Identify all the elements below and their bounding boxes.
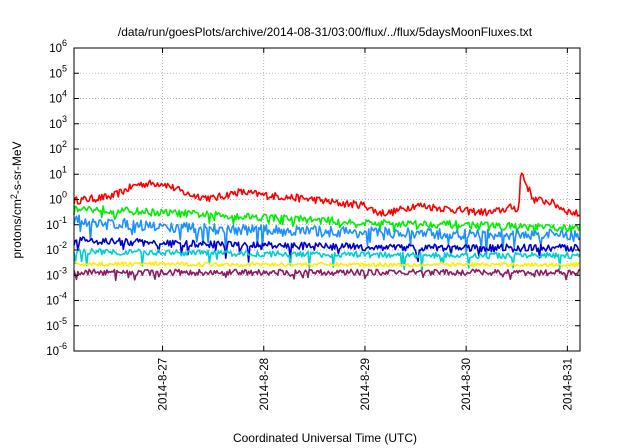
y-tick-label: 10-6 xyxy=(46,341,67,358)
y-tick-exponent: -3 xyxy=(59,265,67,275)
y-tick-exponent: -5 xyxy=(59,316,67,326)
y-tick-label: 10-3 xyxy=(46,265,67,282)
y-tick-exponent: 0 xyxy=(62,190,67,200)
x-tick-label: 2014-8-30 xyxy=(461,358,473,410)
y-tick-exponent: 1 xyxy=(62,164,67,174)
y-tick-exponent: 3 xyxy=(62,114,67,124)
series-line-5 xyxy=(74,261,581,268)
y-tick-label: 105 xyxy=(49,63,67,80)
chart-title: /data/run/goesPlots/archive/2014-08-31/0… xyxy=(118,25,533,39)
y-tick-exponent: -4 xyxy=(59,291,67,301)
x-tick-label: 2014-8-27 xyxy=(158,358,170,410)
y-tick-exponent: -6 xyxy=(59,341,67,351)
y-tick-exponent: -2 xyxy=(59,240,67,250)
series-line-4 xyxy=(73,247,581,274)
series-layer xyxy=(73,172,581,282)
y-tick-label: 10-5 xyxy=(46,316,67,333)
y-tick-exponent: -1 xyxy=(59,215,67,225)
series-line-0 xyxy=(73,172,581,217)
y-tick-label: 102 xyxy=(49,139,67,156)
y-axis-label: protons/cm2-s-sr-MeV xyxy=(9,141,24,258)
y-tick-label: 101 xyxy=(49,164,67,181)
series-line-2 xyxy=(73,214,581,258)
x-axis: 2014-8-27 2014-8-28 2014-8-29 2014-8-30 2014… xyxy=(158,48,574,410)
y-tick-exponent: 2 xyxy=(62,139,67,149)
y-axis: 10610510410310210110010-110-210-310-410-… xyxy=(46,38,580,358)
x-axis-label: Coordinated Universal Time (UTC) xyxy=(233,431,417,445)
y-tick-label: 100 xyxy=(49,190,67,207)
y-tick-exponent: 4 xyxy=(62,89,67,99)
series-line-1 xyxy=(73,205,581,237)
y-tick-label: 10-2 xyxy=(46,240,67,257)
y-tick-label: 10-1 xyxy=(46,215,67,232)
y-tick-label: 103 xyxy=(49,114,67,131)
y-tick-exponent: 6 xyxy=(62,38,67,48)
x-tick-label: 2014-8-31 xyxy=(562,358,574,410)
series-line-6 xyxy=(73,268,581,282)
y-tick-label: 106 xyxy=(49,38,67,55)
x-tick-label: 2014-8-28 xyxy=(259,358,271,410)
y-tick-exponent: 5 xyxy=(62,63,67,73)
y-tick-label: 104 xyxy=(49,89,67,106)
x-tick-label: 2014-8-29 xyxy=(360,358,372,410)
y-tick-label: 10-4 xyxy=(46,291,67,308)
